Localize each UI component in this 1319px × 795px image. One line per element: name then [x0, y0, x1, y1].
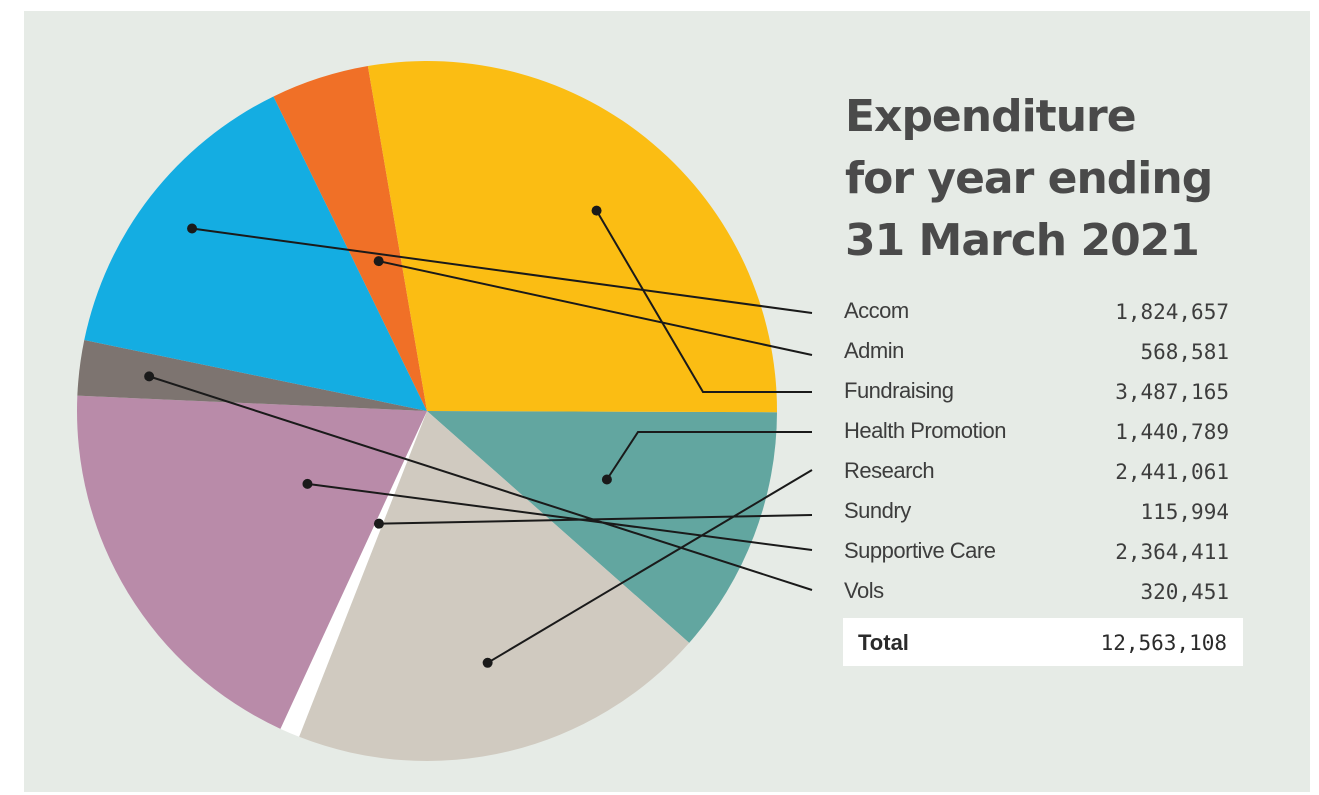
pie-slice-accom	[84, 96, 428, 411]
legend-value: 115,994	[1140, 500, 1229, 524]
pie-slice-sundry	[280, 411, 427, 737]
chart-title-line: 31 March 2021	[845, 215, 1200, 266]
legend-label: Supportive Care	[844, 538, 996, 563]
legend-label: Admin	[844, 338, 904, 363]
chart-title-line: for year ending	[845, 153, 1213, 204]
legend-row-accom: Accom 1,824,657	[844, 292, 1229, 328]
legend-label: Accom	[844, 298, 909, 323]
leader-line-accom	[191, 227, 813, 314]
total-value: 12,563,108	[1100, 631, 1227, 655]
leader-line-health-promotion	[606, 431, 812, 481]
pie-slice-supportive-care	[77, 395, 427, 729]
pie-slice-admin	[273, 66, 427, 411]
legend-label: Fundraising	[844, 378, 954, 403]
legend-label: Health Promotion	[844, 418, 1006, 443]
legend-value: 568,581	[1140, 340, 1229, 364]
legend-label: Sundry	[844, 498, 911, 523]
leader-dot-research	[482, 657, 493, 668]
legend-value: 1,440,789	[1115, 420, 1229, 444]
leader-line-admin	[378, 260, 813, 356]
legend-row-research: Research 2,441,061	[844, 452, 1229, 488]
legend-value: 2,364,411	[1115, 540, 1229, 564]
legend-row-fundraising: Fundraising 3,487,165	[844, 372, 1229, 408]
leader-dot-fundraising	[591, 205, 602, 216]
legend-value: 2,441,061	[1115, 460, 1229, 484]
legend-value: 320,451	[1140, 580, 1229, 604]
leader-dot-accom	[187, 223, 198, 234]
leader-line-supportive-care	[307, 482, 813, 551]
legend-row-supportive-care: Supportive Care 2,364,411	[844, 532, 1229, 568]
total-label: Total	[858, 630, 909, 655]
chart-title-line: Expenditure	[845, 91, 1137, 142]
leader-line-research	[487, 469, 813, 664]
leader-dot-sundry	[373, 518, 384, 529]
legend-label: Vols	[844, 578, 884, 603]
leader-dot-health-promotion	[601, 474, 612, 485]
leader-dot-vols	[144, 371, 155, 382]
pie-slice-fundraising	[367, 60, 778, 413]
legend-row-sundry: Sundry 115,994	[844, 492, 1229, 528]
legend-row-health-promotion: Health Promotion 1,440,789	[844, 412, 1229, 448]
legend-value: 3,487,165	[1115, 380, 1229, 404]
legend-row-admin: Admin 568,581	[844, 332, 1229, 368]
legend-row-vols: Vols 320,451	[844, 572, 1229, 608]
legend-label: Research	[844, 458, 935, 483]
total-row: Total 12,563,108	[843, 618, 1243, 666]
leader-dot-admin	[373, 256, 384, 267]
leader-line-fundraising	[595, 210, 812, 393]
chart-title: Expenditure for year ending 31 March 202…	[845, 86, 1285, 272]
pie-slice-vols	[77, 340, 427, 411]
pie-slice-health-promotion	[427, 411, 777, 643]
pie-slice-research	[299, 411, 690, 761]
legend-value: 1,824,657	[1115, 300, 1229, 324]
leader-dot-supportive-care	[302, 478, 313, 489]
leader-line-vols	[148, 375, 813, 591]
